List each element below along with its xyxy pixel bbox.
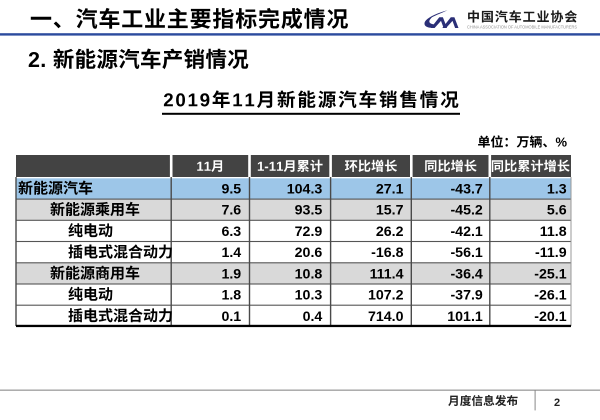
svg-text:-56.1: -56.1 bbox=[450, 245, 482, 261]
svg-text:27.1: 27.1 bbox=[376, 181, 404, 197]
svg-text:0.1: 0.1 bbox=[221, 309, 241, 325]
svg-text:111.4: 111.4 bbox=[370, 266, 404, 282]
svg-text:72.9: 72.9 bbox=[295, 224, 323, 240]
svg-text:9.5: 9.5 bbox=[221, 181, 241, 197]
svg-text:-25.1: -25.1 bbox=[534, 266, 566, 282]
svg-text:-20.1: -20.1 bbox=[534, 309, 566, 325]
svg-text:-11.9: -11.9 bbox=[535, 245, 567, 261]
svg-text:1.8: 1.8 bbox=[221, 288, 241, 304]
svg-text:15.7: 15.7 bbox=[376, 203, 404, 219]
svg-text:-36.4: -36.4 bbox=[450, 266, 482, 282]
svg-text:10.8: 10.8 bbox=[295, 266, 323, 282]
svg-text:20.6: 20.6 bbox=[295, 245, 323, 261]
svg-text:714.0: 714.0 bbox=[368, 309, 404, 325]
svg-text:-16.8: -16.8 bbox=[371, 245, 403, 261]
svg-text:6.3: 6.3 bbox=[221, 224, 241, 240]
svg-text:104.3: 104.3 bbox=[287, 181, 323, 197]
svg-text:7.6: 7.6 bbox=[221, 203, 241, 219]
svg-text:-42.1: -42.1 bbox=[450, 224, 482, 240]
svg-text:1.4: 1.4 bbox=[221, 245, 241, 261]
svg-text:10.3: 10.3 bbox=[295, 288, 323, 304]
svg-text:93.5: 93.5 bbox=[295, 203, 323, 219]
svg-text:5.6: 5.6 bbox=[547, 203, 567, 219]
svg-text:-37.9: -37.9 bbox=[450, 288, 482, 304]
svg-text:107.2: 107.2 bbox=[368, 288, 404, 304]
svg-text:-45.2: -45.2 bbox=[450, 203, 482, 219]
svg-text:-43.7: -43.7 bbox=[450, 181, 482, 197]
svg-text:-26.1: -26.1 bbox=[534, 288, 566, 304]
svg-text:11.8: 11.8 bbox=[540, 224, 567, 240]
svg-text:0.4: 0.4 bbox=[303, 309, 323, 325]
svg-text:CHINA ASSOCIATION OF AUTOMO: CHINA ASSOCIATION OF AUTOMOBILE MANUFACT… bbox=[467, 25, 577, 30]
svg-text:1.3: 1.3 bbox=[547, 181, 567, 197]
svg-text:26.2: 26.2 bbox=[376, 224, 404, 240]
svg-text:101.1: 101.1 bbox=[447, 309, 483, 325]
svg-text:1.9: 1.9 bbox=[221, 266, 241, 282]
svg-text:2: 2 bbox=[554, 397, 560, 409]
